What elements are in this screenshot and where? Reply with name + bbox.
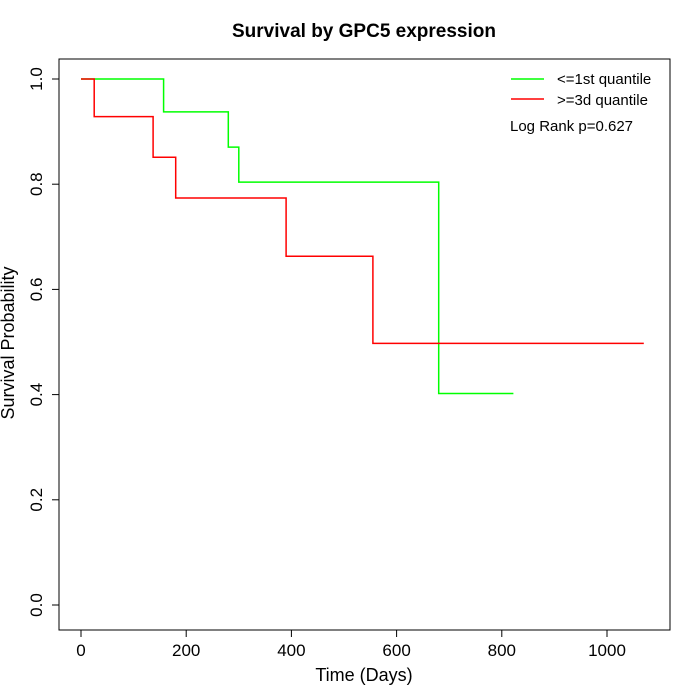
y-tick-label: 1.0 — [27, 67, 46, 91]
y-tick-label: 0.4 — [27, 383, 46, 407]
x-tick-label: 400 — [277, 641, 305, 660]
y-axis: 0.0 0.2 0.4 0.6 0.8 1.0 — [27, 67, 59, 617]
series-layer — [81, 78, 644, 395]
x-axis: 0 200 400 600 800 1000 — [76, 630, 626, 660]
x-axis-label: Time (Days) — [315, 665, 412, 685]
x-tick-label: 1000 — [588, 641, 626, 660]
logrank-annotation: Log Rank p=0.627 — [510, 118, 633, 135]
y-tick-label: 0.8 — [27, 172, 46, 196]
legend: <=1st quantile >=3d quantile — [511, 71, 651, 109]
legend-label-low: <=1st quantile — [557, 71, 651, 88]
legend-label-high: >=3d quantile — [557, 92, 648, 109]
x-tick-label: 600 — [382, 641, 410, 660]
chart-title: Survival by GPC5 expression — [232, 21, 496, 42]
y-tick-label: 0.2 — [27, 488, 46, 512]
x-tick-label: 800 — [488, 641, 516, 660]
plot-frame — [58, 58, 671, 631]
y-tick-label: 0.0 — [27, 593, 46, 617]
y-axis-label: Survival Probability — [0, 266, 18, 419]
x-tick-label: 0 — [76, 641, 85, 660]
series-line-low-quantile — [81, 78, 514, 395]
series-line-high-quantile — [81, 78, 644, 345]
y-tick-label: 0.6 — [27, 278, 46, 302]
x-tick-label: 200 — [172, 641, 200, 660]
